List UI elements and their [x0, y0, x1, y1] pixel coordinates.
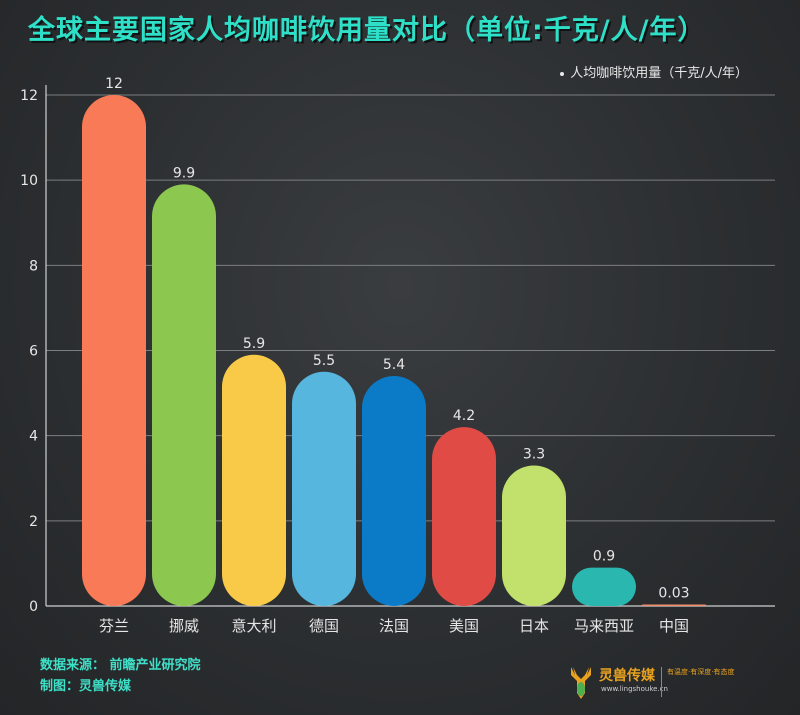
bar [152, 184, 216, 607]
data-label: 5.9 [243, 336, 265, 352]
bar [362, 376, 426, 606]
chart-maker: 制图：灵兽传媒 [40, 679, 132, 694]
brand-slogan: 有温度·有深度·有态度 [667, 668, 735, 676]
bar [82, 95, 146, 606]
bar [222, 354, 286, 606]
x-tick-label: 中国 [659, 617, 689, 635]
footer: 数据来源： 前瞻产业研究院 制图：灵兽传媒 [40, 655, 201, 697]
bar [292, 371, 356, 606]
y-tick-label: 10 [20, 173, 38, 189]
brand-url: www.lingshouke.cn [601, 685, 668, 693]
data-label: 0.03 [658, 586, 689, 602]
data-label: 5.4 [383, 357, 405, 373]
bar [432, 427, 496, 606]
legend-marker [560, 71, 565, 76]
bar [572, 567, 636, 606]
deer-logo-icon [571, 667, 591, 699]
x-tick-label: 马来西亚 [574, 617, 634, 635]
x-tick-label: 德国 [309, 617, 339, 635]
x-tick-label: 芬兰 [99, 617, 129, 635]
x-tick-label: 日本 [519, 617, 549, 635]
data-source: 数据来源： 前瞻产业研究院 [40, 658, 201, 673]
data-label: 9.9 [173, 165, 195, 181]
data-label: 3.3 [523, 446, 545, 462]
y-tick-label: 0 [29, 599, 38, 615]
x-tick-label: 法国 [379, 617, 409, 635]
y-tick-label: 8 [29, 258, 38, 274]
y-tick-label: 2 [29, 514, 38, 530]
x-tick-label: 美国 [449, 617, 479, 635]
chart-title: 全球主要国家人均咖啡饮用量对比（单位:千克/人/年） [28, 15, 706, 46]
data-label: 0.9 [593, 549, 615, 565]
data-label: 12 [105, 76, 123, 92]
bar [502, 465, 566, 606]
brand-logo: 灵兽传媒 www.lingshouke.cn 有温度·有深度·有态度 [563, 663, 783, 703]
brand-divider [661, 667, 662, 697]
x-tick-label: 挪威 [169, 617, 199, 635]
x-tick-label: 意大利 [231, 617, 276, 635]
y-tick-label: 4 [29, 429, 38, 445]
y-tick-label: 12 [20, 88, 38, 104]
data-label: 4.2 [453, 408, 475, 424]
brand-name: 灵兽传媒 [599, 668, 655, 684]
data-label: 5.5 [313, 353, 335, 369]
bar [642, 604, 706, 606]
legend: 人均咖啡饮用量（千克/人/年） [560, 62, 748, 81]
y-tick-label: 6 [29, 344, 38, 360]
legend-label: 人均咖啡饮用量（千克/人/年） [570, 66, 748, 81]
